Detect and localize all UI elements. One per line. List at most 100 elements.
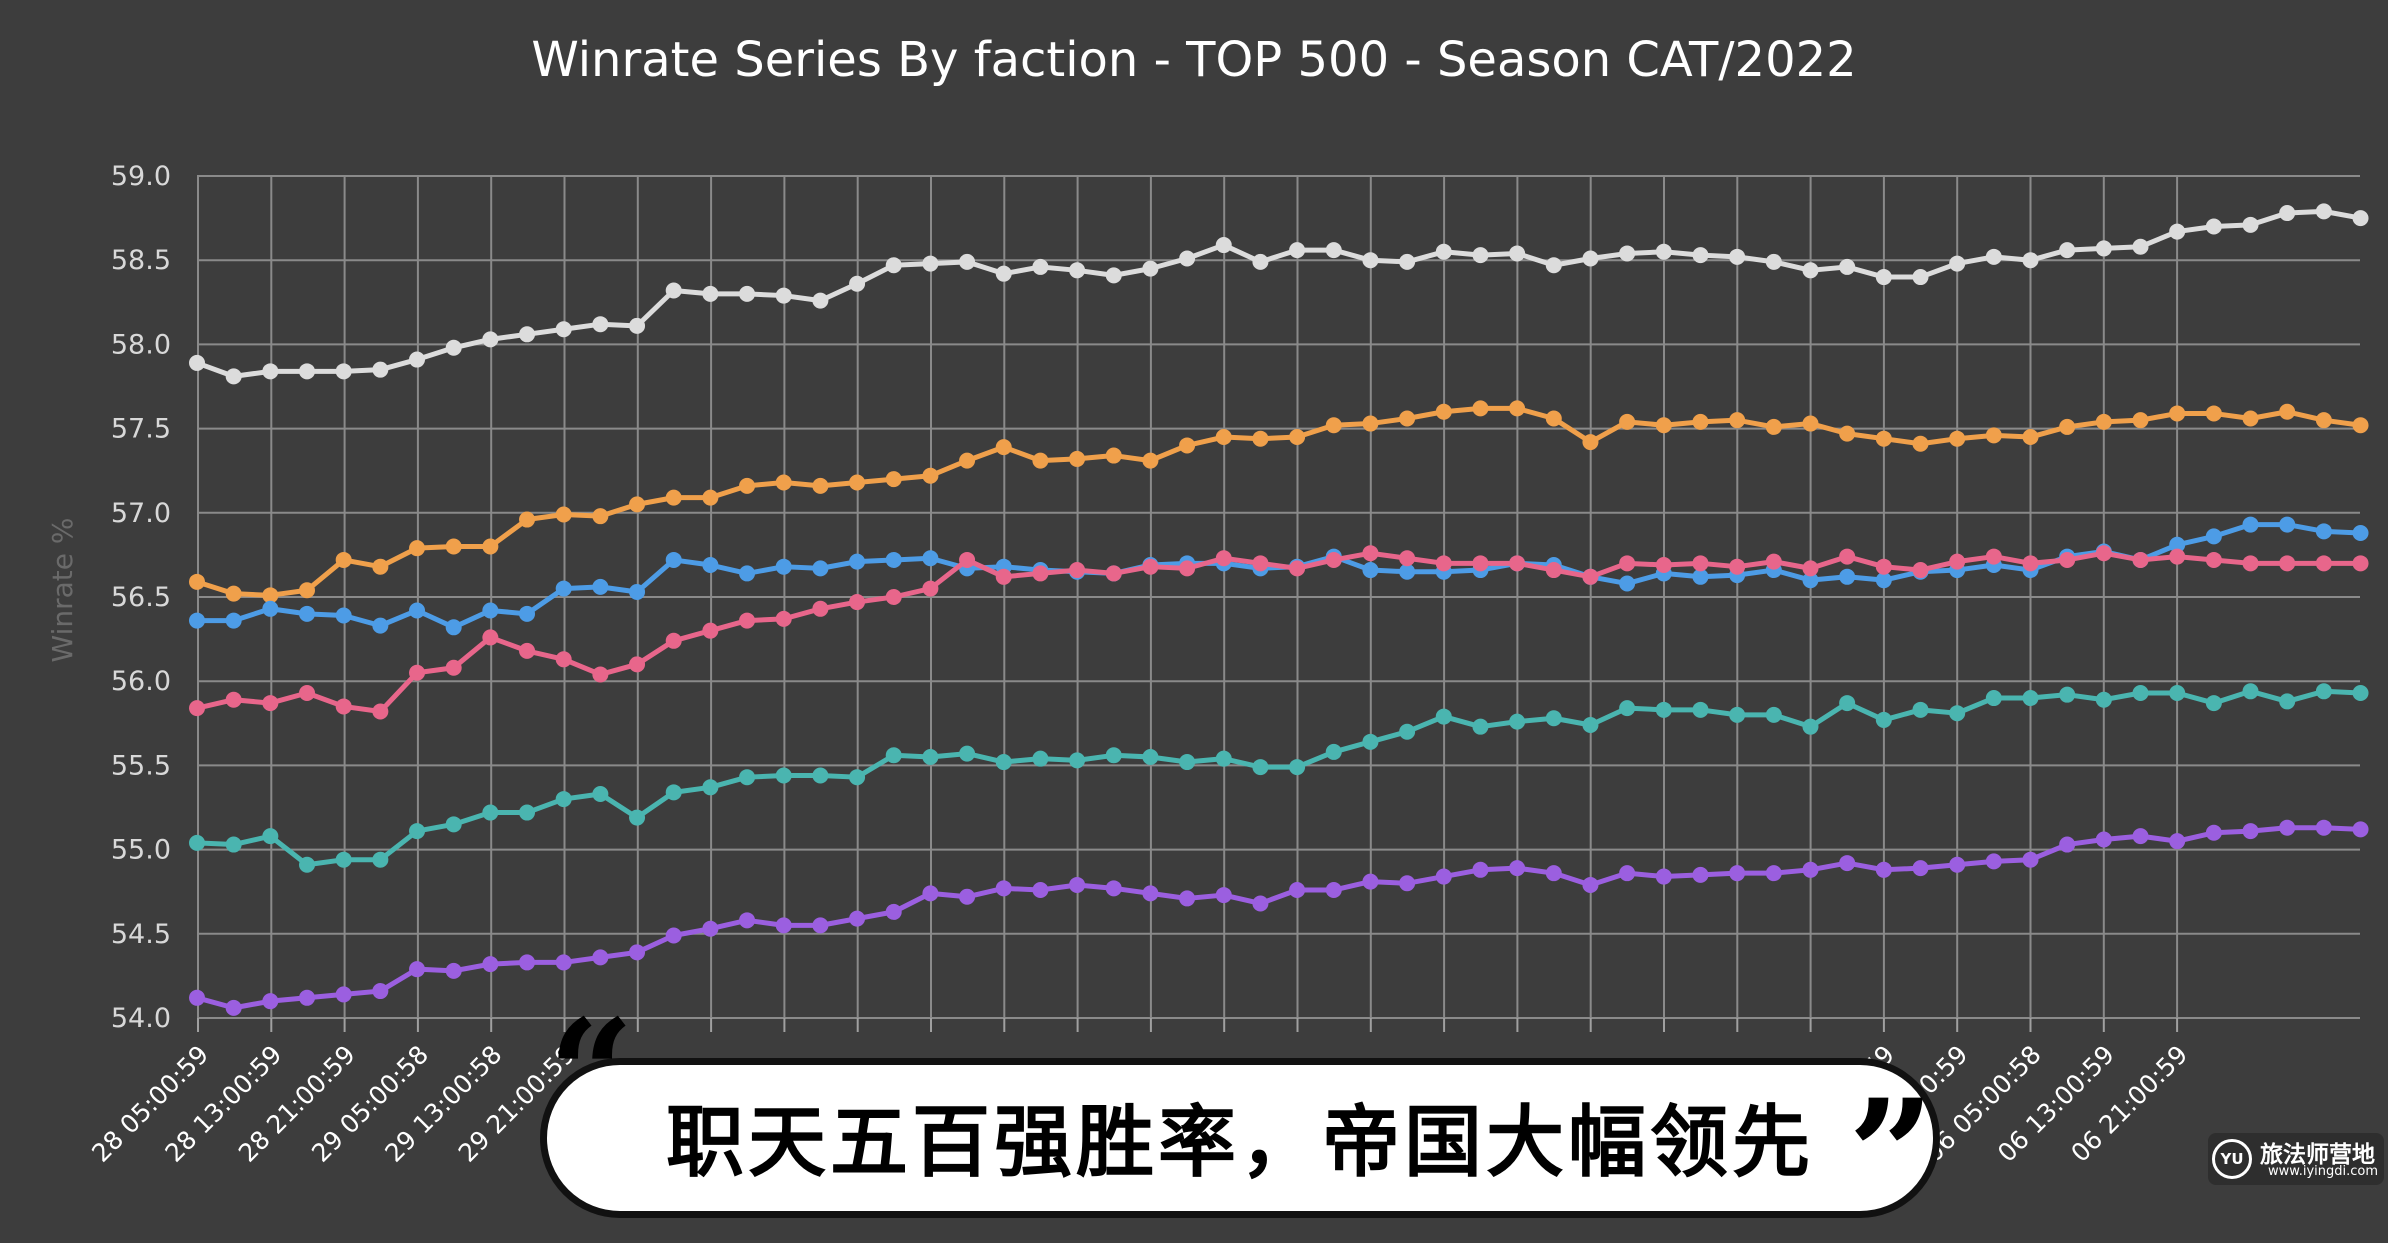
data-point	[1105, 880, 1122, 897]
data-point	[2352, 821, 2369, 838]
data-point	[1289, 759, 1306, 776]
data-point	[1142, 558, 1159, 575]
chart-title: Winrate Series By faction - TOP 500 - Se…	[531, 32, 1856, 88]
data-point	[775, 474, 792, 491]
data-point	[2059, 686, 2076, 703]
series-line	[194, 550, 2364, 715]
data-point	[2242, 555, 2259, 572]
data-point	[739, 612, 756, 629]
data-point	[885, 471, 902, 488]
data-point	[812, 917, 829, 934]
data-point	[2169, 833, 2186, 850]
data-point	[885, 551, 902, 568]
data-point	[2242, 683, 2259, 700]
caption-open-quote: “	[548, 987, 635, 1163]
data-point	[1215, 550, 1232, 567]
data-point	[629, 583, 646, 600]
data-point	[629, 944, 646, 961]
data-point	[189, 612, 205, 629]
data-point	[409, 351, 426, 368]
series-0	[189, 203, 2369, 385]
data-point	[702, 622, 719, 639]
data-point	[1802, 415, 1819, 432]
data-point	[1252, 430, 1269, 447]
data-point	[482, 538, 499, 555]
watermark-logo-icon: YU	[2212, 1139, 2252, 1179]
data-point	[1325, 417, 1342, 434]
y-tick-label: 55.5	[111, 750, 171, 781]
data-point	[1435, 403, 1452, 420]
data-point	[482, 602, 499, 619]
data-point	[2352, 684, 2369, 701]
data-point	[1875, 861, 1892, 878]
data-point	[262, 695, 279, 712]
data-point	[2132, 412, 2149, 429]
data-point	[1435, 868, 1452, 885]
data-point	[1509, 555, 1526, 572]
data-point	[1802, 560, 1819, 577]
data-point	[445, 619, 462, 636]
data-point	[959, 888, 976, 905]
data-point	[775, 558, 792, 575]
data-point	[1875, 269, 1892, 286]
data-point	[372, 851, 389, 868]
data-point	[2205, 218, 2222, 235]
data-point	[922, 550, 939, 567]
data-point	[1032, 882, 1049, 899]
data-point	[555, 580, 572, 597]
data-point	[1289, 429, 1306, 446]
data-point	[1142, 885, 1159, 902]
data-point	[2352, 210, 2369, 227]
data-point	[812, 767, 829, 784]
data-point	[1325, 551, 1342, 568]
data-point	[2205, 405, 2222, 422]
data-point	[665, 489, 682, 506]
data-point	[1949, 255, 1966, 272]
data-point	[922, 748, 939, 765]
y-tick-label: 56.5	[111, 582, 171, 613]
data-point	[2242, 410, 2259, 427]
data-point	[885, 747, 902, 764]
data-point	[1582, 716, 1599, 733]
data-point	[555, 791, 572, 808]
data-point	[775, 767, 792, 784]
data-point	[335, 363, 352, 380]
data-point	[2205, 528, 2222, 545]
data-point	[1582, 876, 1599, 893]
y-axis-ticks: 54.0 54.5 55.0 55.5 56.0 56.5 57.0 57.5 58.0 58.5…	[111, 161, 171, 1034]
data-point	[1179, 560, 1196, 577]
data-point	[189, 700, 205, 717]
data-point	[1765, 553, 1782, 570]
data-point	[225, 612, 242, 629]
data-point	[1289, 560, 1306, 577]
data-point	[1839, 548, 1856, 565]
data-point	[1692, 413, 1709, 430]
y-axis-label: Winrate %	[46, 518, 79, 663]
data-point	[665, 551, 682, 568]
data-point	[1692, 247, 1709, 264]
data-point	[1179, 754, 1196, 771]
data-point	[2095, 545, 2112, 562]
data-point	[1839, 258, 1856, 275]
data-point	[1839, 855, 1856, 872]
data-point	[1069, 876, 1086, 893]
data-point	[1655, 868, 1672, 885]
data-point	[2022, 555, 2039, 572]
data-point	[665, 632, 682, 649]
data-point	[1729, 706, 1746, 723]
data-point	[2095, 831, 2112, 848]
data-point	[1655, 243, 1672, 260]
data-point	[2242, 216, 2259, 233]
data-point	[1215, 429, 1232, 446]
data-point	[519, 804, 536, 821]
series-line	[194, 688, 2364, 868]
data-point	[1399, 410, 1416, 427]
data-point	[995, 568, 1012, 585]
data-point	[262, 828, 279, 845]
data-point	[1729, 248, 1746, 265]
data-point	[1655, 417, 1672, 434]
data-point	[1215, 750, 1232, 767]
data-point	[849, 553, 866, 570]
data-point	[1802, 861, 1819, 878]
data-point	[592, 666, 609, 683]
